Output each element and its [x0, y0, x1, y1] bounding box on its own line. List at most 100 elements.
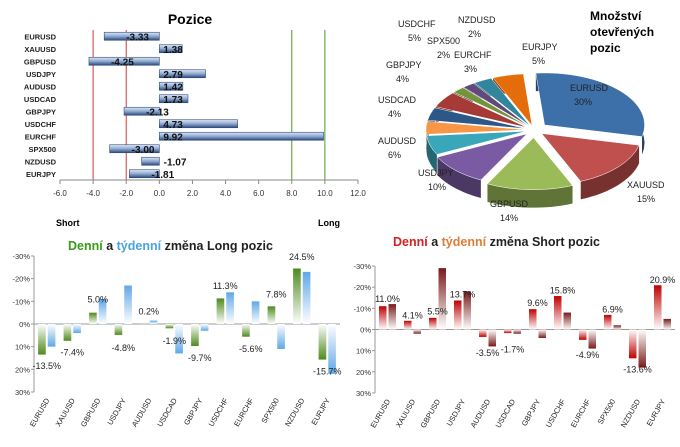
x-category-label-usdjpy: USDJPY [105, 397, 128, 427]
y-tick-label-5: 10% [15, 343, 30, 352]
data-label-9: -4.9% [576, 350, 600, 360]
daily-bar-usdcad [504, 329, 512, 334]
x-tick-label-2: -4.0 [86, 189, 100, 198]
pie-name-xauusd: XAUUSD [627, 180, 665, 190]
pie-side-usdjpy [437, 157, 481, 199]
data-label-2: 4.1% [402, 311, 423, 321]
y-tick-label-7: 30% [15, 388, 30, 397]
pie-name-spx500: SPX500 [427, 36, 460, 46]
weekly-bar-spx500 [277, 324, 285, 349]
pie-slice-gbpusd [486, 137, 573, 190]
long-title-and: a [103, 239, 117, 253]
y-tick-label-2: -20% [353, 283, 371, 292]
x-category-label-gbpusd: GBPUSD [419, 397, 443, 429]
y-tick-label-4: 0% [19, 320, 30, 329]
pie-value-nzdusd: 2% [468, 29, 481, 39]
data-label-9: -5.6% [239, 344, 263, 354]
weekly-bar-audusd [149, 320, 158, 324]
weekly-bar-xauusd [73, 324, 81, 334]
x-category-label-nzdusd: NZDUSD [283, 396, 307, 428]
data-label-eurusd: -3.33 [126, 32, 149, 43]
weekly-bar-nzdusd [638, 329, 646, 368]
open-positions-pie-chart: Množství otevřených pozic EURUSD 30% XAUUS… [378, 9, 665, 223]
weekly-bar-nzdusd [302, 271, 311, 324]
category-label-eurchf: EURCHF [25, 132, 57, 141]
weekly-bar-eurjpy [328, 324, 336, 374]
y-tick-label-6: 20% [15, 365, 30, 374]
data-label-usdchf: 4.73 [163, 120, 183, 131]
short-change-chart: Denní a týdenní změna Short pozic -30% -2… [353, 235, 675, 429]
data-label-gbpusd: -4.25 [111, 57, 134, 68]
daily-bar-gbpusd [89, 312, 97, 324]
daily-bar-xauusd [404, 320, 412, 330]
daily-bar-usdchf [554, 296, 562, 330]
bar-gbpjpy [123, 106, 160, 116]
pie-slice-usdchf [435, 92, 528, 128]
weekly-bar-gbpusd [98, 299, 107, 324]
daily-bar-audusd [479, 329, 487, 337]
positions-chart: Pozice Short Long -6.0 -4.0 -2.0 0.0 2.0 4.0 6… [24, 11, 366, 228]
y-tick-label-2: -20% [12, 275, 30, 284]
x-category-label-usdcad: USDCAD [494, 397, 518, 429]
long-change-title: Denní a týdenní změna Long pozic [68, 239, 273, 253]
short-change-title: Denní a týdenní změna Short pozic [393, 235, 600, 249]
x-category-label-gbpjpy: GBPJPY [520, 398, 543, 428]
weekly-bar-usdcad [513, 329, 521, 334]
pie-value-usdcad: 4% [388, 109, 401, 119]
bar-eurjpy [129, 169, 160, 179]
weekly-bar-usdcad [175, 324, 183, 354]
category-label-eurusd: EURUSD [24, 32, 56, 41]
weekly-bar-usdchf [226, 292, 234, 324]
x-category-label-eurusd: EURUSD [28, 396, 52, 428]
pie-slice-eurusd [535, 72, 645, 137]
data-label-12: -15.7% [313, 367, 342, 377]
bar-audusd [159, 81, 184, 91]
daily-bar-audusd [140, 323, 148, 325]
data-label-3: 5.5% [427, 307, 448, 317]
category-label-gbpusd: GBPUSD [24, 57, 57, 66]
category-label-usdcad: USDCAD [24, 95, 57, 104]
long-change-panel: Denní a týdenní změna Long pozic -30% -20… [0, 232, 345, 447]
bar-usdjpy [159, 69, 206, 79]
x-category-label-usdcad: USDCAD [155, 396, 179, 428]
daily-bar-gbpjpy [529, 309, 537, 330]
data-label-gbpjpy: -2.13 [146, 107, 169, 118]
data-label-spx500: -3.00 [132, 145, 155, 156]
data-label-audusd: 1.42 [163, 82, 183, 93]
pie-value-eurjpy: 5% [532, 56, 545, 66]
pie-value-audusd: 6% [388, 150, 401, 160]
pie-name-nzdusd: NZDUSD [458, 15, 496, 25]
pie-value-xauusd: 15% [637, 194, 655, 204]
pie-slice-spx500 [453, 87, 529, 128]
data-label-8: 11.3% [213, 281, 238, 291]
short-title-rest: změna Short pozic [486, 235, 600, 249]
y-tick-label-1: -30% [353, 262, 371, 271]
daily-bar-usdcad [165, 324, 174, 329]
category-label-spx500: SPX500 [28, 145, 56, 154]
pie-value-usdchf: 5% [408, 33, 421, 43]
pie-side-gbpusd [487, 183, 573, 208]
pie-side-xauusd [580, 145, 640, 200]
daily-bar-eurjpy [318, 324, 327, 360]
data-label-4: 13.7% [450, 290, 476, 300]
pie-slice-gbpjpy [427, 107, 527, 129]
x-tick-label-5: 2.0 [187, 189, 199, 198]
daily-bar-eurchf [579, 329, 587, 340]
data-label-1: -13.5% [32, 361, 61, 371]
short-change-panel: Denní a týdenní změna Short pozic -30% -2… [345, 232, 680, 447]
pie-value-gbpusd: 14% [500, 213, 518, 223]
data-label-6: -1.9% [162, 336, 186, 346]
data-label-eurchf: 9.92 [163, 132, 183, 143]
x-category-label-eurusd: EURUSD [369, 397, 393, 429]
daily-bar-gbpjpy [191, 324, 199, 346]
x-tick-label-7: 6.0 [253, 189, 265, 198]
pie-name-usdchf: USDCHF [398, 19, 436, 29]
data-label-1: 11.0% [375, 294, 400, 304]
pie-title-line-1: Množství [590, 9, 642, 23]
pie-title-line-2: otevřených [590, 25, 654, 39]
short-title-and: a [428, 235, 442, 249]
category-label-usdjpy: USDJPY [26, 70, 56, 79]
x-tick-label-6: 4.0 [220, 189, 232, 198]
y-tick-label-1: -30% [12, 252, 30, 261]
data-label-7: 9.6% [527, 298, 548, 308]
